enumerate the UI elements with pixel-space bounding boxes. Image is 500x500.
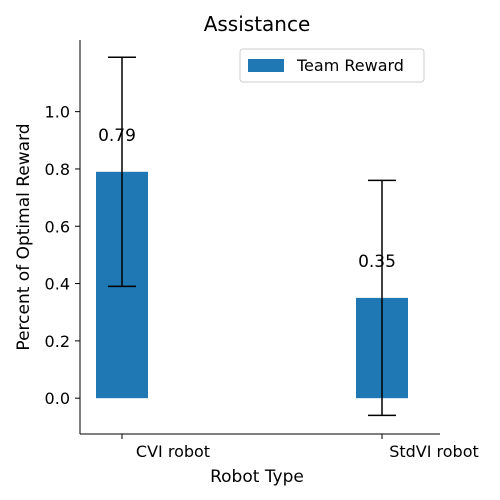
legend: Team Reward [239, 48, 425, 83]
y-axis-label: Percent of Optimal Reward [14, 123, 34, 350]
y-tick-label-1: 0.2 [45, 332, 70, 351]
error-bars [108, 56, 396, 417]
plot-area: 0.79 0.35 0.0 0.2 0.4 0.6 0.8 1.0 CVI robot Std… [45, 40, 479, 461]
legend-label: Team Reward [296, 56, 404, 75]
y-ticks: 0.0 0.2 0.4 0.6 0.8 1.0 [45, 103, 80, 408]
chart-title: Assistance [204, 12, 311, 36]
bars [96, 171, 408, 399]
x-tick-label-0: CVI robot [136, 442, 210, 461]
legend-frame [239, 48, 425, 83]
y-tick-label-5: 1.0 [45, 103, 70, 122]
data-label-0: 0.79 [98, 126, 136, 146]
x-axis-label: Robot Type [210, 467, 304, 487]
data-labels: 0.79 0.35 [98, 126, 396, 272]
data-label-1: 0.35 [358, 252, 396, 272]
y-tick-label-2: 0.4 [45, 275, 70, 294]
x-tick-label-1: StdVI robot [389, 442, 479, 461]
x-ticks: CVI robot StdVI robot [121, 434, 479, 461]
y-tick-label-4: 0.8 [45, 160, 70, 179]
y-tick-label-3: 0.6 [45, 217, 70, 236]
y-tick-label-0: 0.0 [45, 389, 70, 408]
legend-swatch [248, 59, 284, 72]
